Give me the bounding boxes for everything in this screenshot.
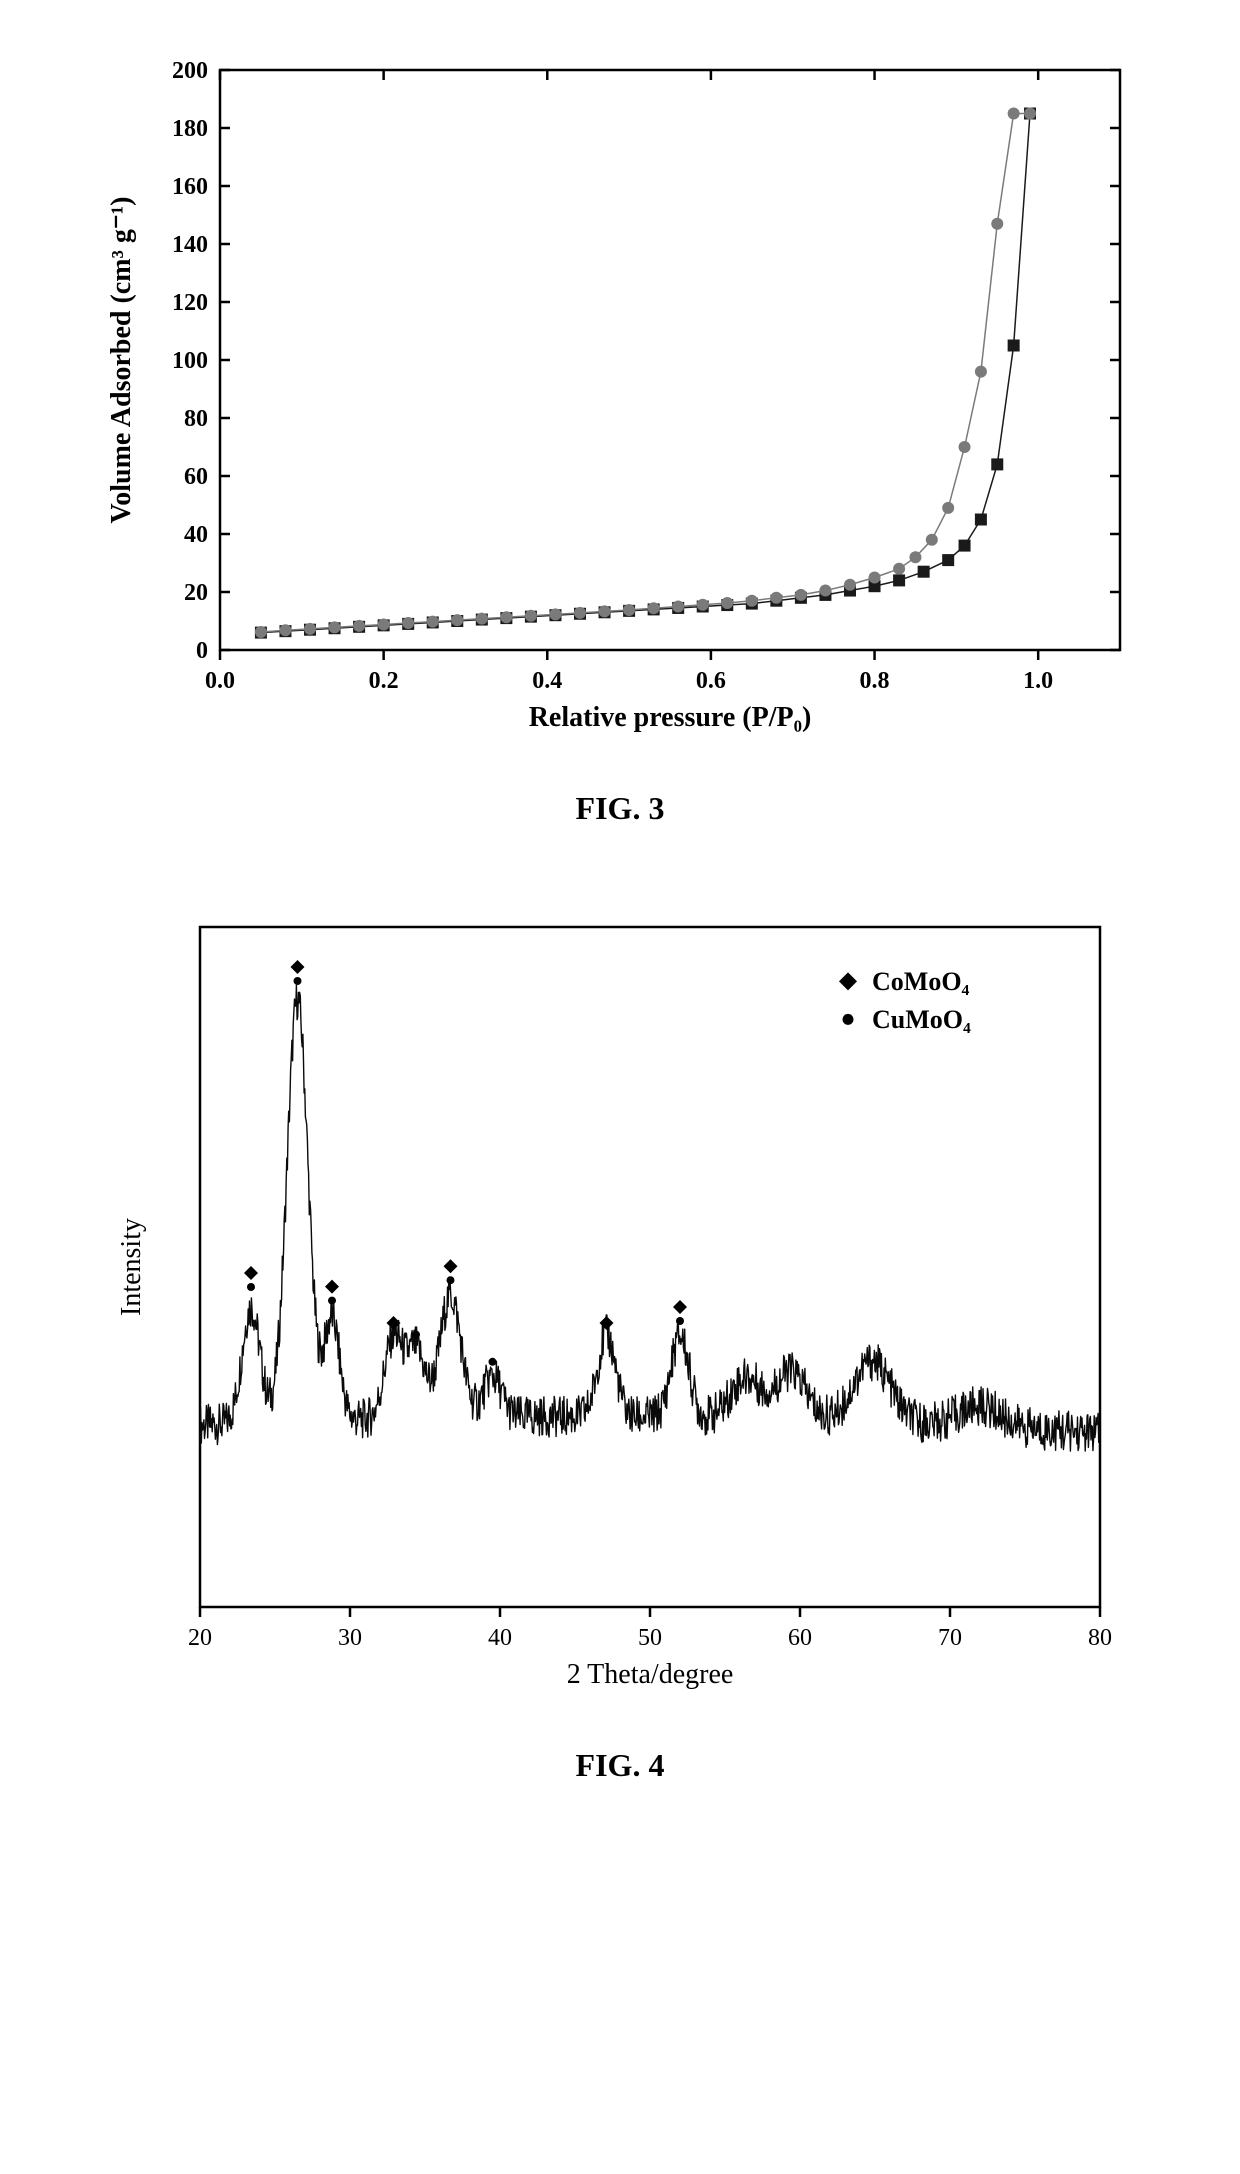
svg-text:180: 180 — [172, 116, 208, 142]
svg-text:40: 40 — [184, 522, 208, 548]
svg-text:60: 60 — [184, 464, 208, 490]
fig4-caption: FIG. 4 — [80, 1747, 1160, 1784]
figure-3-block: 0.0 0.2 0.4 0.6 0.8 1.0 0 20 40 60 80 100 120 140 160 1… — [80, 40, 1160, 827]
svg-text:50: 50 — [638, 1625, 662, 1651]
svg-text:40: 40 — [488, 1625, 512, 1651]
svg-text:1.0: 1.0 — [1023, 668, 1053, 694]
svg-text:20: 20 — [188, 1625, 212, 1651]
svg-text:200: 200 — [172, 58, 208, 84]
fig3-caption: FIG. 3 — [80, 790, 1160, 827]
svg-text:Volume Adsorbed (cm³ g⁻¹): Volume Adsorbed (cm³ g⁻¹) — [106, 197, 137, 524]
svg-text:2 Theta/degree: 2 Theta/degree — [567, 1659, 734, 1690]
svg-text:Relative pressure (P/P₀): Relative pressure (P/P₀) — [529, 702, 812, 733]
svg-text:CoMoO₄: CoMoO₄ — [872, 967, 970, 996]
svg-text:80: 80 — [184, 406, 208, 432]
svg-text:160: 160 — [172, 174, 208, 200]
svg-text:100: 100 — [172, 348, 208, 374]
svg-text:0.0: 0.0 — [205, 668, 235, 694]
svg-text:0: 0 — [196, 638, 208, 664]
svg-text:70: 70 — [938, 1625, 962, 1651]
svg-text:0.2: 0.2 — [369, 668, 399, 694]
fig4-chart: 20 30 40 50 60 70 80 2 Theta/degree Intensity CoM… — [80, 897, 1150, 1707]
svg-text:30: 30 — [338, 1625, 362, 1651]
svg-text:80: 80 — [1088, 1625, 1112, 1651]
svg-text:120: 120 — [172, 290, 208, 316]
svg-text:0.4: 0.4 — [532, 668, 562, 694]
fig3-chart: 0.0 0.2 0.4 0.6 0.8 1.0 0 20 40 60 80 100 120 140 160 1… — [80, 40, 1170, 750]
svg-text:0.8: 0.8 — [860, 668, 890, 694]
svg-text:CuMoO₄: CuMoO₄ — [872, 1005, 971, 1034]
figure-4-block: 20 30 40 50 60 70 80 2 Theta/degree Intensity CoM… — [80, 897, 1160, 1784]
svg-text:0.6: 0.6 — [696, 668, 726, 694]
svg-text:Intensity: Intensity — [116, 1218, 147, 1316]
svg-text:20: 20 — [184, 580, 208, 606]
svg-text:60: 60 — [788, 1625, 812, 1651]
svg-text:140: 140 — [172, 232, 208, 258]
